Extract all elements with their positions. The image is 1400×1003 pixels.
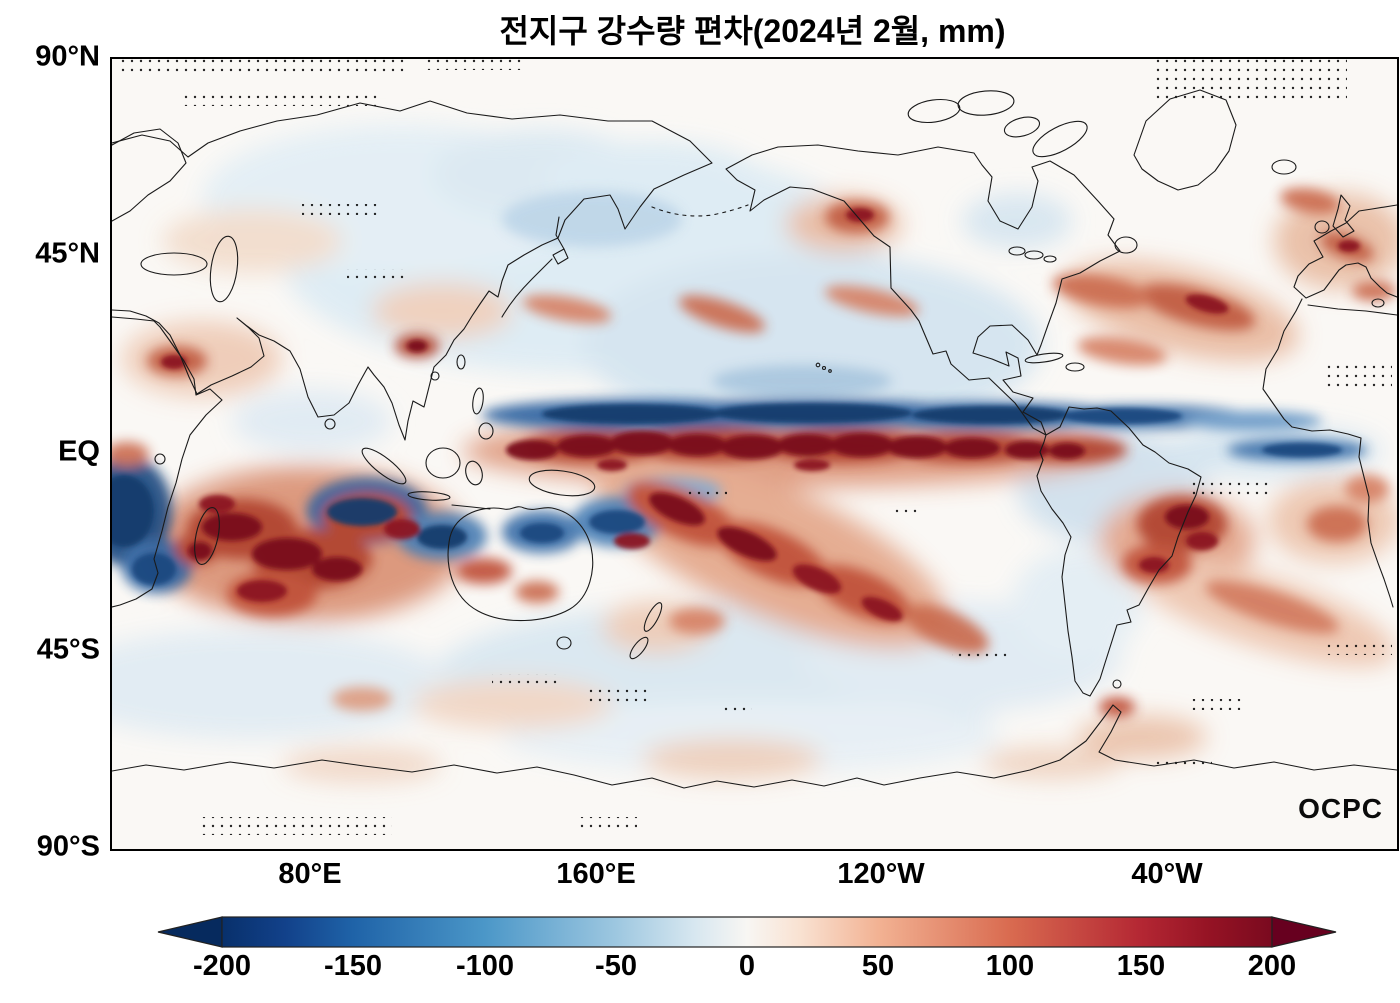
x-tick-160e: 160°E — [556, 858, 636, 890]
cb-tick-50: 50 — [861, 950, 895, 982]
cb-tick-n100: -100 — [455, 950, 515, 982]
y-tick-90s: 90°S — [36, 830, 100, 863]
coastlines — [112, 89, 1397, 789]
colorbar-left-arrow — [157, 916, 223, 948]
cb-tick-n150: -150 — [323, 950, 383, 982]
anomaly-field-cores — [112, 208, 1360, 622]
x-tick-80e: 80°E — [278, 858, 342, 890]
map-frame: OCPC — [110, 57, 1399, 851]
colorbar — [157, 916, 1337, 948]
colorbar-right-arrow — [1271, 916, 1337, 948]
cb-tick-n200: -200 — [192, 950, 252, 982]
cb-tick-n50: -50 — [595, 950, 637, 982]
y-tick-45n: 45°N — [35, 237, 100, 270]
world-map — [112, 59, 1397, 849]
chart-title: 전지구 강수량 편차(2024년 2월, mm) — [499, 13, 1006, 49]
colorbar-gradient — [221, 916, 1273, 948]
y-tick-eq: EQ — [58, 435, 100, 468]
y-tick-90n: 90°N — [35, 40, 100, 73]
x-tick-120w: 120°W — [837, 858, 925, 890]
cb-tick-0: 0 — [738, 950, 756, 982]
cb-tick-150: 150 — [1116, 950, 1166, 982]
x-tick-40w: 40°W — [1131, 858, 1203, 890]
cb-tick-200: 200 — [1247, 950, 1297, 982]
stippling — [117, 59, 1392, 835]
y-tick-45s: 45°S — [36, 633, 100, 666]
cb-tick-100: 100 — [985, 950, 1035, 982]
ocpc-logo: OCPC — [1298, 793, 1383, 824]
